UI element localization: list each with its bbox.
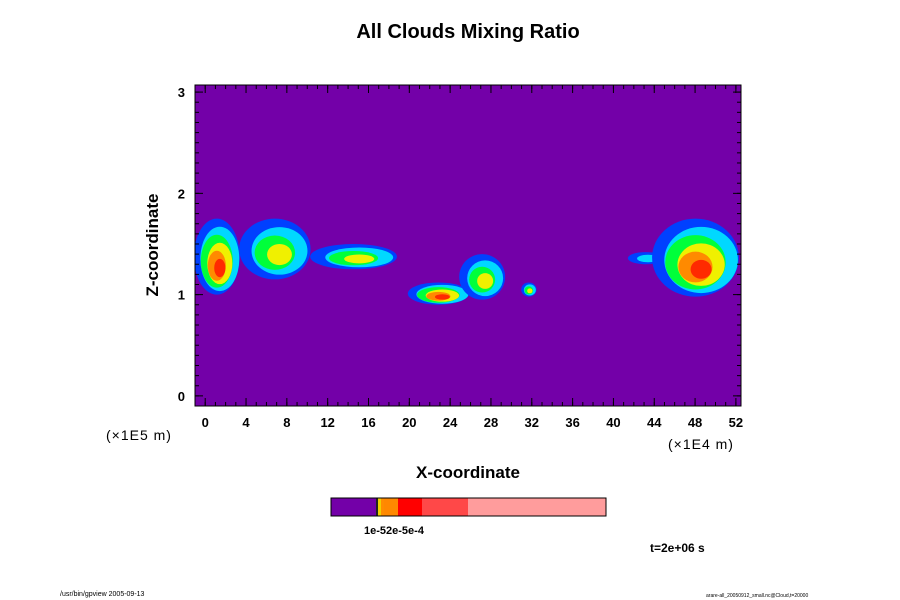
cloud-region	[652, 218, 739, 297]
colorbar-segment	[398, 498, 422, 516]
x-unit-label: (×1E4 m)	[668, 436, 734, 452]
colorbar-tick-label: 1e-52e-5e-4	[364, 525, 425, 537]
time-label: t=2e+06 s	[650, 541, 705, 555]
y-tick-label: 1	[178, 288, 185, 303]
y-tick-label: 2	[178, 186, 185, 201]
cloud-region	[239, 218, 311, 280]
x-tick-label: 44	[647, 415, 662, 430]
x-tick-label: 52	[729, 415, 743, 430]
cloud-region	[310, 243, 397, 270]
x-tick-label: 16	[361, 415, 375, 430]
x-tick-label: 20	[402, 415, 416, 430]
cloud-region	[459, 254, 506, 300]
colorbar-segment	[384, 498, 398, 516]
x-tick-label: 32	[525, 415, 539, 430]
x-axis-label: X-coordinate	[416, 463, 520, 482]
x-tick-label: 40	[606, 415, 620, 430]
y-tick-label: 3	[178, 85, 185, 100]
colorbar-segment	[468, 498, 606, 516]
plot-frame	[194, 84, 742, 407]
y-unit-label: (×1E5 m)	[106, 427, 172, 443]
cloud-field	[195, 218, 739, 305]
colorbar-segment	[331, 498, 376, 516]
footer-left: /usr/bin/gpview 2005-09-13	[60, 591, 145, 598]
colorbar	[331, 498, 606, 516]
cloud-region	[407, 282, 470, 305]
y-axis-label: Z-coordinate	[143, 194, 162, 297]
colorbar-segment	[378, 498, 381, 516]
cloud-region	[195, 218, 240, 295]
footer-right: arare-all_20050912_small.nc@Cloud,t=2000…	[706, 593, 808, 599]
x-tick-label: 36	[565, 415, 579, 430]
chart-title: All Clouds Mixing Ratio	[356, 21, 579, 43]
colorbar-segment	[422, 498, 468, 516]
colorbar-segment	[376, 498, 378, 516]
x-tick-label: 24	[443, 415, 458, 430]
x-tick-label: 8	[283, 415, 290, 430]
cloud-region	[521, 282, 537, 297]
x-tick-label: 0	[202, 415, 209, 430]
colorbar-frame	[330, 497, 607, 517]
x-tick-label: 4	[242, 415, 250, 430]
x-tick-label: 12	[320, 415, 334, 430]
x-tick-label: 48	[688, 415, 702, 430]
x-tick-label: 28	[484, 415, 498, 430]
y-tick-label: 0	[178, 389, 185, 404]
colorbar-segment	[381, 498, 384, 516]
